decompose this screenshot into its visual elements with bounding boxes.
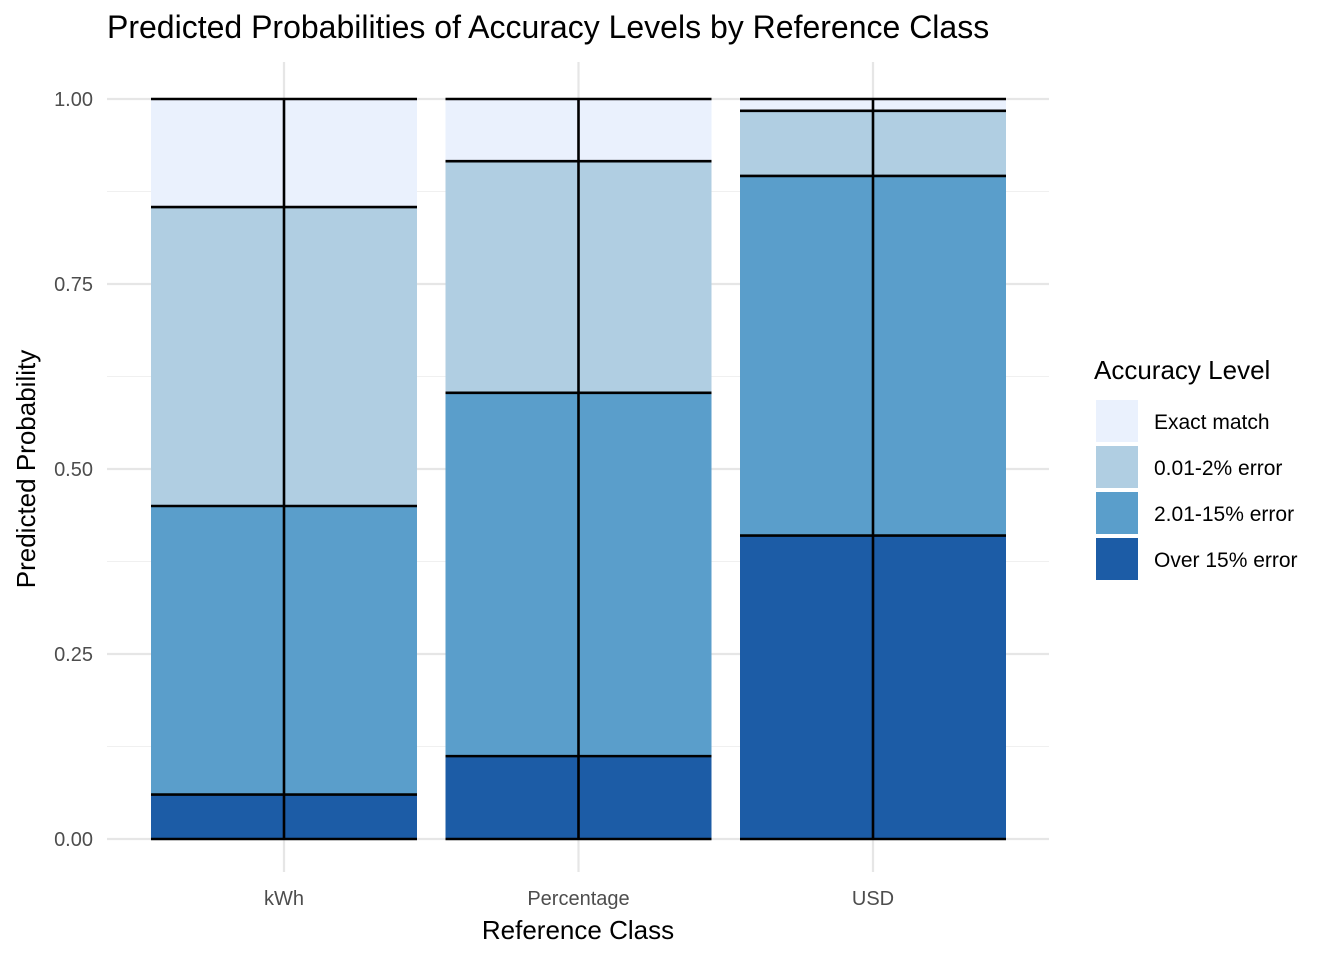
legend-label: Over 15% error xyxy=(1154,549,1298,572)
y-tick-label: 0.75 xyxy=(54,274,93,296)
legend-label: 0.01-2% error xyxy=(1154,457,1282,480)
x-axis-ticks: kWh Percentage USD xyxy=(264,888,894,910)
y-axis-title: Predicted Probability xyxy=(11,350,41,588)
legend-swatch xyxy=(1096,446,1138,488)
x-tick-label: kWh xyxy=(264,888,304,910)
legend-swatch xyxy=(1096,400,1138,442)
bar-stack-kwh xyxy=(151,97,417,841)
legend: Accuracy Level Exact match 0.01-2% error 2… xyxy=(1094,355,1298,580)
bar-stack-percentage xyxy=(445,97,712,841)
x-tick-label: Percentage xyxy=(527,888,629,910)
bars-group xyxy=(151,97,1006,841)
legend-title: Accuracy Level xyxy=(1094,355,1270,385)
chart-title: Predicted Probabilities of Accuracy Leve… xyxy=(107,9,989,45)
x-axis-title: Reference Class xyxy=(482,915,674,945)
y-tick-label: 0.00 xyxy=(54,829,93,851)
y-tick-label: 0.50 xyxy=(54,459,93,481)
legend-label: 2.01-15% error xyxy=(1154,503,1294,526)
y-axis-ticks: 0.00 0.25 0.50 0.75 1.00 xyxy=(54,89,93,851)
y-tick-label: 1.00 xyxy=(54,89,93,111)
legend-swatch xyxy=(1096,492,1138,534)
legend-label: Exact match xyxy=(1154,411,1270,434)
x-tick-label: USD xyxy=(852,888,894,910)
bar-stack-usd xyxy=(740,97,1006,841)
legend-swatch xyxy=(1096,538,1138,580)
y-tick-label: 0.25 xyxy=(54,644,93,666)
